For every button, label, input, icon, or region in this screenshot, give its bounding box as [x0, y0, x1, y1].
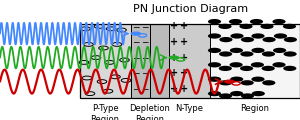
Circle shape: [252, 91, 265, 96]
Circle shape: [241, 80, 254, 85]
Circle shape: [284, 51, 297, 57]
Text: −: −: [132, 84, 139, 93]
Text: −: −: [132, 69, 139, 78]
Text: +: +: [180, 53, 189, 63]
Circle shape: [274, 33, 287, 39]
Circle shape: [240, 66, 253, 71]
Circle shape: [251, 33, 265, 39]
Text: +: +: [180, 68, 189, 78]
Circle shape: [224, 79, 235, 84]
Text: PN Junction Diagram: PN Junction Diagram: [133, 4, 248, 14]
Text: P-Type
Region: P-Type Region: [91, 104, 119, 120]
Circle shape: [208, 48, 221, 53]
Text: Depletion
Region: Depletion Region: [130, 104, 170, 120]
Circle shape: [273, 48, 286, 53]
Circle shape: [208, 77, 221, 82]
Circle shape: [208, 33, 221, 39]
Text: −: −: [141, 37, 149, 46]
Circle shape: [130, 31, 141, 36]
Circle shape: [219, 37, 232, 42]
Circle shape: [260, 24, 274, 29]
Text: +: +: [170, 68, 178, 78]
Circle shape: [272, 62, 286, 67]
Text: +: +: [170, 37, 178, 47]
Circle shape: [230, 77, 243, 82]
Circle shape: [262, 51, 275, 57]
Text: −: −: [141, 84, 149, 93]
Text: −: −: [141, 53, 149, 62]
Circle shape: [283, 66, 296, 71]
Text: +: +: [180, 21, 189, 31]
Text: Region: Region: [241, 104, 269, 113]
Circle shape: [230, 33, 244, 39]
Bar: [80, 24, 300, 98]
Circle shape: [250, 19, 263, 24]
Circle shape: [230, 48, 243, 53]
Circle shape: [219, 80, 232, 85]
Text: +: +: [180, 37, 189, 47]
Circle shape: [251, 48, 265, 53]
Bar: [80, 24, 130, 98]
Text: +: +: [170, 21, 178, 31]
Circle shape: [241, 37, 254, 42]
Text: +: +: [180, 84, 189, 94]
Circle shape: [241, 93, 254, 99]
Circle shape: [251, 62, 264, 67]
Circle shape: [219, 93, 232, 99]
Circle shape: [240, 51, 254, 57]
Text: −: −: [132, 53, 139, 62]
Circle shape: [239, 24, 253, 29]
Circle shape: [262, 80, 275, 85]
Text: N-Type: N-Type: [176, 104, 204, 113]
Circle shape: [283, 24, 296, 29]
Circle shape: [208, 62, 221, 67]
Circle shape: [218, 24, 232, 29]
Circle shape: [230, 91, 243, 96]
Circle shape: [208, 19, 221, 24]
Bar: [210, 24, 300, 98]
Text: −: −: [141, 69, 149, 78]
Circle shape: [169, 55, 179, 60]
Circle shape: [219, 51, 232, 57]
Circle shape: [219, 66, 232, 71]
Bar: [169, 24, 210, 98]
Circle shape: [262, 37, 276, 42]
Circle shape: [230, 62, 243, 67]
Bar: [130, 24, 170, 98]
Text: −: −: [132, 37, 139, 46]
Text: +: +: [170, 84, 178, 94]
Circle shape: [262, 66, 275, 71]
Circle shape: [251, 77, 265, 82]
Circle shape: [272, 19, 286, 24]
Text: −: −: [132, 22, 139, 31]
Text: −: −: [141, 22, 149, 31]
Circle shape: [229, 19, 242, 24]
Circle shape: [208, 91, 221, 96]
Text: +: +: [170, 53, 178, 63]
Circle shape: [284, 37, 297, 42]
